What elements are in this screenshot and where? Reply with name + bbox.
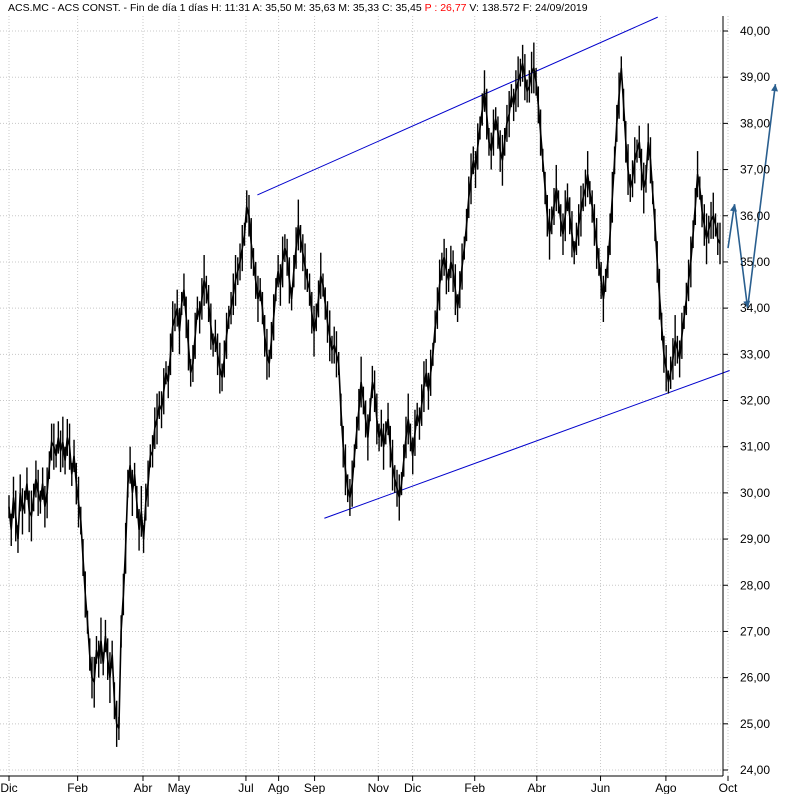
close-value: 35,45 [395,2,422,14]
x-tick-label: Jul [238,781,253,794]
y-tick-label: 34,00 [740,301,770,315]
x-tick-label: Abr [134,781,153,794]
projection-arrow-end [771,84,778,92]
y-tick-label: 36,00 [740,209,770,223]
price-series [8,42,721,747]
x-axis-ticks: Dic Feb Abr May Jul Ago Sep Nov Dic Feb Abr Jun Ago O… [0,776,738,794]
instrument-name: ACS CONST. [57,2,121,14]
y-tick-label: 30,00 [740,486,770,500]
max-label: M: [294,2,307,14]
y-tick-label: 29,00 [740,532,770,546]
symbol: ACS.MC [8,2,49,14]
projection-path [727,84,777,309]
date-label: F: [522,2,533,14]
y-tick-label: 33,00 [740,347,770,361]
x-tick-label: Abr [527,781,546,794]
grid [0,16,729,776]
x-tick-label: Jun [591,781,610,794]
y-tick-label: 26,00 [740,671,770,685]
period: Fin de día 1 días [129,2,209,14]
y-tick-label: 40,00 [740,24,770,38]
time-label: H: [211,2,222,14]
y-tick-label: 24,00 [740,763,770,777]
x-tick-label: Dic [404,781,421,794]
quote-info-bar: ACS.MC - ACS CONST. - Fin de día 1 días … [8,2,588,14]
price-line [8,63,721,729]
min-label: M: [338,2,350,14]
y-tick-label: 38,00 [740,116,770,130]
min-value: 35,33 [352,2,380,14]
x-tick-label: Feb [67,781,88,794]
x-tick-label: Ago [268,781,290,794]
projection-arrow-down [743,300,751,309]
volume-label: V: [469,2,479,14]
lower-channel-line [324,370,730,519]
upper-channel-line [257,16,658,196]
y-tick-label: 25,00 [740,717,770,731]
x-tick-label: Feb [464,781,485,794]
volume-value: 138.572 [481,2,520,14]
date-value: 24/09/2019 [535,2,588,14]
pct-label: P : [424,2,438,14]
y-tick-label: 31,00 [740,440,770,454]
open-label: A: [252,2,263,14]
time-value: 11:31 [224,2,251,14]
max-value: 35,63 [309,2,336,14]
y-tick-label: 32,00 [740,394,770,408]
pct-value: 26,77 [440,2,467,14]
open-value: 35,50 [265,2,292,14]
y-axis-ticks: 24,00 25,00 26,00 27,00 28,00 29,00 30,00 31,00… [723,24,770,777]
y-tick-label: 37,00 [740,163,770,177]
x-tick-label: May [168,781,191,794]
y-tick-label: 35,00 [740,255,770,269]
y-tick-label: 27,00 [740,624,770,638]
x-tick-label: Sep [304,781,326,794]
projection-arrow-up [730,204,737,212]
y-tick-label: 28,00 [740,578,770,592]
y-tick-label: 39,00 [740,70,770,84]
x-tick-label: Oct [719,781,738,794]
x-tick-label: Nov [368,781,389,794]
close-label: C: [382,2,393,14]
x-tick-label: Ago [655,781,677,794]
x-tick-label: Dic [0,781,17,794]
trend-annotations [257,16,778,519]
